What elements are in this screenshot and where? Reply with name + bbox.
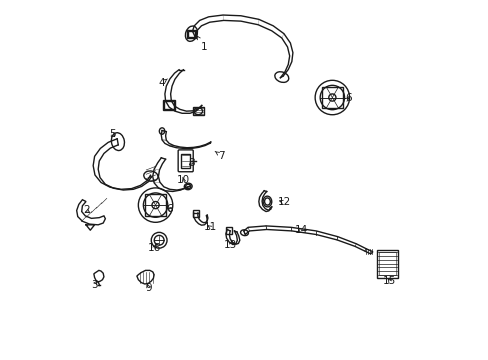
Text: 12: 12 — [277, 197, 290, 207]
Text: 8: 8 — [188, 158, 194, 168]
Text: 4: 4 — [158, 78, 167, 88]
Text: 5: 5 — [109, 129, 116, 139]
Text: 2: 2 — [83, 206, 90, 216]
Text: 9: 9 — [145, 283, 151, 293]
Text: 15: 15 — [382, 276, 396, 286]
Text: 7: 7 — [215, 150, 224, 161]
Text: 13: 13 — [224, 240, 237, 250]
Text: 6: 6 — [166, 204, 173, 215]
Text: 16: 16 — [147, 243, 161, 253]
Text: 1: 1 — [197, 36, 207, 52]
Text: 6: 6 — [345, 93, 351, 103]
Text: 3: 3 — [91, 280, 98, 290]
Text: 10: 10 — [177, 175, 190, 185]
Text: 11: 11 — [203, 222, 217, 232]
Text: 14: 14 — [295, 225, 308, 235]
